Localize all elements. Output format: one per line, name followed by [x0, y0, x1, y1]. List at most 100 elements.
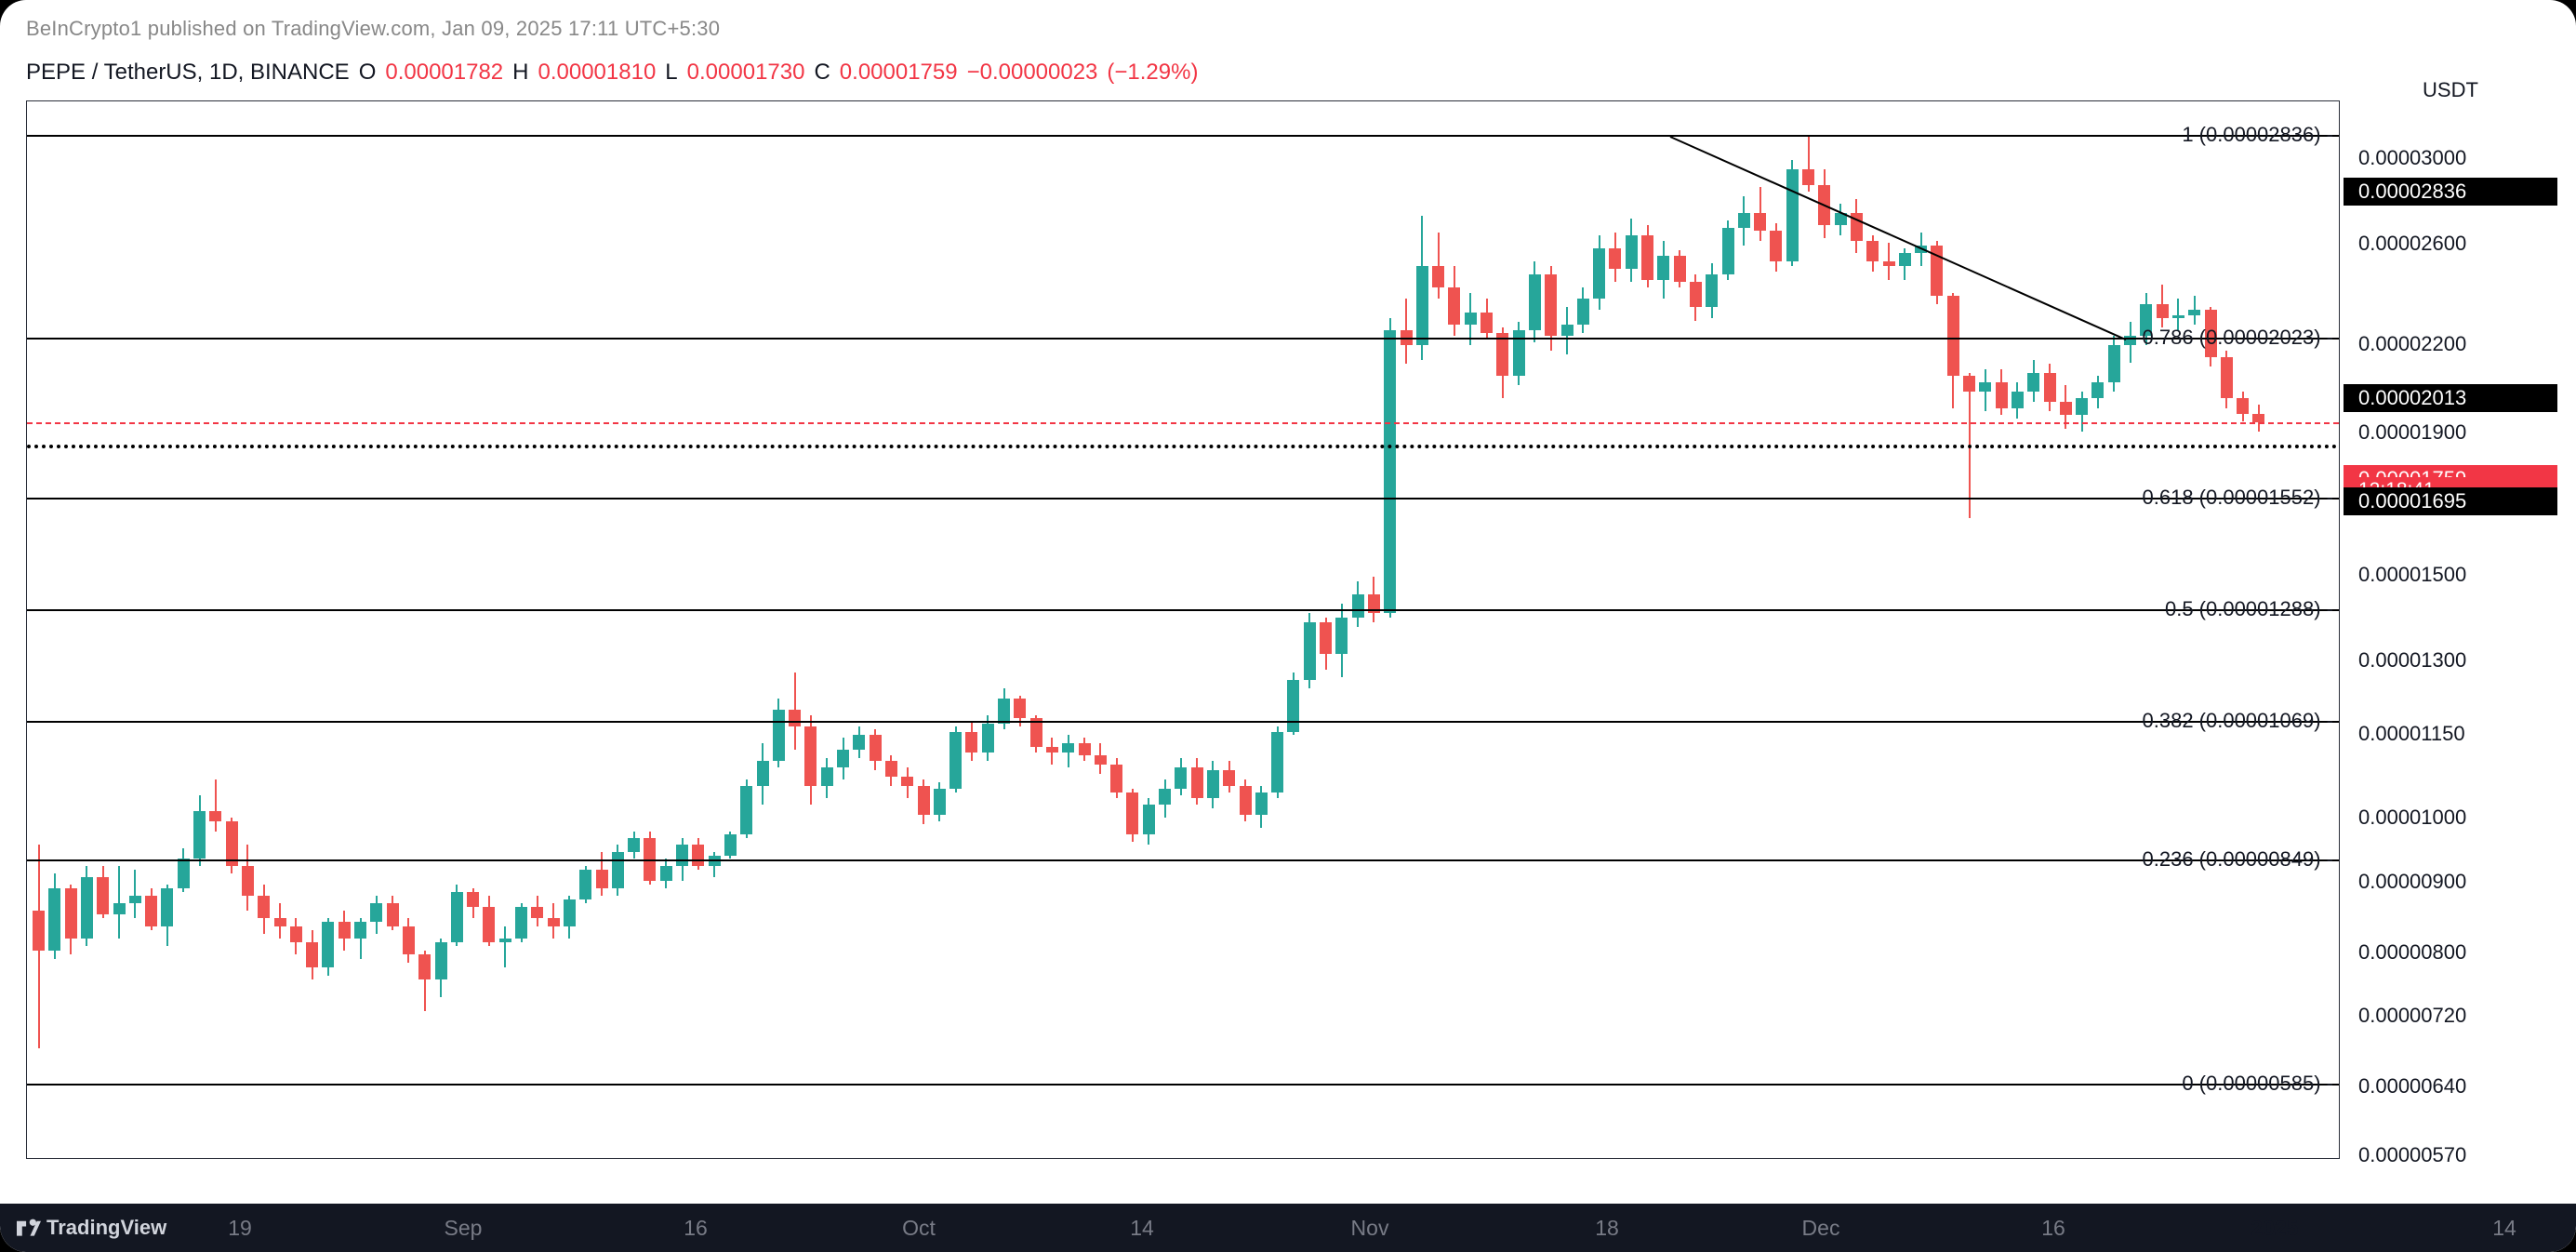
- candle[interactable]: [1255, 101, 1268, 1160]
- fib-level-line[interactable]: [27, 498, 2339, 499]
- candle[interactable]: [965, 101, 977, 1160]
- candle[interactable]: [1706, 101, 1718, 1160]
- candle[interactable]: [804, 101, 817, 1160]
- candle[interactable]: [33, 101, 45, 1160]
- candle[interactable]: [918, 101, 930, 1160]
- candle[interactable]: [531, 101, 543, 1160]
- candle[interactable]: [1014, 101, 1026, 1160]
- fib-level-line[interactable]: [27, 609, 2339, 611]
- candle[interactable]: [1223, 101, 1235, 1160]
- candle[interactable]: [757, 101, 769, 1160]
- candle[interactable]: [2044, 101, 2056, 1160]
- candle[interactable]: [322, 101, 334, 1160]
- candle[interactable]: [1496, 101, 1508, 1160]
- candle[interactable]: [1545, 101, 1557, 1160]
- candle[interactable]: [193, 101, 206, 1160]
- candle[interactable]: [129, 101, 141, 1160]
- candle[interactable]: [1271, 101, 1283, 1160]
- candle[interactable]: [145, 101, 157, 1160]
- candle[interactable]: [596, 101, 608, 1160]
- candle[interactable]: [1384, 101, 1396, 1160]
- candle[interactable]: [821, 101, 833, 1160]
- candle[interactable]: [354, 101, 366, 1160]
- candle[interactable]: [1030, 101, 1042, 1160]
- price-scale[interactable]: USDT 0.000030000.000028360.000026000.000…: [2340, 58, 2576, 1248]
- candle[interactable]: [2140, 101, 2152, 1160]
- candle[interactable]: [676, 101, 688, 1160]
- candle[interactable]: [1368, 101, 1380, 1160]
- candle[interactable]: [451, 101, 463, 1160]
- candle[interactable]: [113, 101, 126, 1160]
- candle[interactable]: [612, 101, 624, 1160]
- candle[interactable]: [1931, 101, 1943, 1160]
- candle[interactable]: [1577, 101, 1589, 1160]
- candle[interactable]: [242, 101, 254, 1160]
- candle[interactable]: [2205, 101, 2217, 1160]
- candle[interactable]: [1979, 101, 1991, 1160]
- candle[interactable]: [1143, 101, 1155, 1160]
- candle[interactable]: [178, 101, 190, 1160]
- candle[interactable]: [1175, 101, 1187, 1160]
- candle[interactable]: [306, 101, 318, 1160]
- candle[interactable]: [387, 101, 399, 1160]
- candle[interactable]: [403, 101, 415, 1160]
- chart-plot-area[interactable]: 1 (0.00002836) -0.786 (0.00002023) -0.61…: [26, 100, 2340, 1159]
- candle[interactable]: [1593, 101, 1605, 1160]
- candle[interactable]: [1866, 101, 1879, 1160]
- candle[interactable]: [1513, 101, 1525, 1160]
- candle[interactable]: [97, 101, 109, 1160]
- candle[interactable]: [65, 101, 77, 1160]
- fib-level-line[interactable]: [27, 135, 2339, 137]
- candle[interactable]: [1240, 101, 1252, 1160]
- candle[interactable]: [48, 101, 60, 1160]
- candle[interactable]: [467, 101, 479, 1160]
- candle[interactable]: [339, 101, 351, 1160]
- candle[interactable]: [1738, 101, 1750, 1160]
- candle[interactable]: [435, 101, 447, 1160]
- candle[interactable]: [290, 101, 302, 1160]
- candle[interactable]: [1835, 101, 1847, 1160]
- candle[interactable]: [1561, 101, 1573, 1160]
- candle[interactable]: [548, 101, 560, 1160]
- candle[interactable]: [1786, 101, 1799, 1160]
- candle[interactable]: [1802, 101, 1814, 1160]
- candle[interactable]: [837, 101, 849, 1160]
- candle[interactable]: [579, 101, 591, 1160]
- candle[interactable]: [1722, 101, 1734, 1160]
- candle[interactable]: [2157, 101, 2169, 1160]
- candle[interactable]: [949, 101, 962, 1160]
- candle[interactable]: [934, 101, 946, 1160]
- candle[interactable]: [1287, 101, 1299, 1160]
- candle[interactable]: [1401, 101, 1413, 1160]
- candle[interactable]: [2091, 101, 2104, 1160]
- candle[interactable]: [1626, 101, 1638, 1160]
- candle[interactable]: [773, 101, 785, 1160]
- candle[interactable]: [982, 101, 994, 1160]
- candle[interactable]: [1207, 101, 1219, 1160]
- candle[interactable]: [853, 101, 865, 1160]
- candle[interactable]: [2188, 101, 2200, 1160]
- candle[interactable]: [1481, 101, 1493, 1160]
- candle[interactable]: [998, 101, 1010, 1160]
- candle[interactable]: [2221, 101, 2233, 1160]
- candle[interactable]: [2237, 101, 2249, 1160]
- candle[interactable]: [1110, 101, 1122, 1160]
- candle[interactable]: [1818, 101, 1830, 1160]
- candle[interactable]: [2027, 101, 2039, 1160]
- candle[interactable]: [2108, 101, 2120, 1160]
- candle[interactable]: [258, 101, 270, 1160]
- candle[interactable]: [1465, 101, 1477, 1160]
- candle[interactable]: [81, 101, 93, 1160]
- candle[interactable]: [1996, 101, 2008, 1160]
- candle[interactable]: [1159, 101, 1171, 1160]
- candle[interactable]: [1609, 101, 1621, 1160]
- candle[interactable]: [1690, 101, 1702, 1160]
- candle[interactable]: [274, 101, 286, 1160]
- candle[interactable]: [1851, 101, 1863, 1160]
- candle[interactable]: [724, 101, 737, 1160]
- candle[interactable]: [1335, 101, 1348, 1160]
- candle[interactable]: [1641, 101, 1653, 1160]
- candle[interactable]: [1432, 101, 1444, 1160]
- candle[interactable]: [515, 101, 527, 1160]
- candle[interactable]: [1126, 101, 1138, 1160]
